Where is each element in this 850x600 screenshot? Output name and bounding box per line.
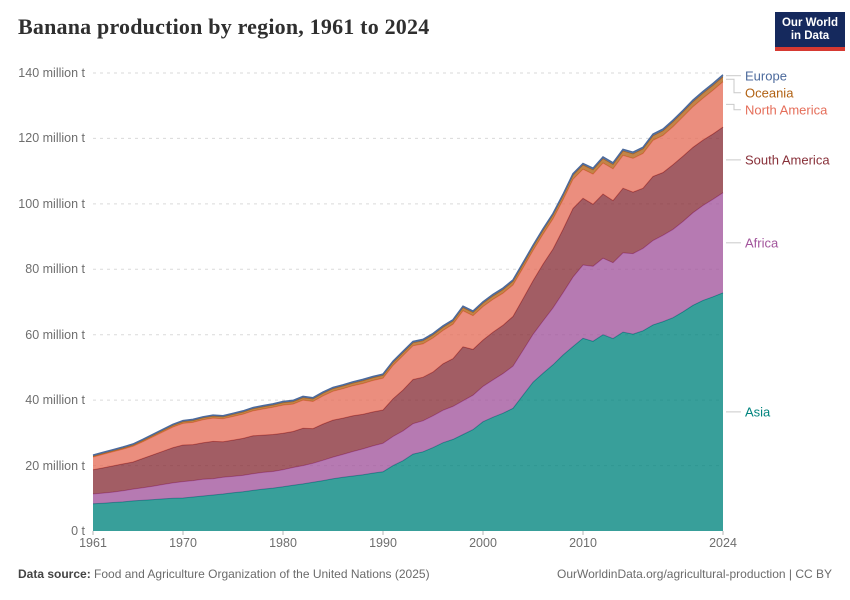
owid-logo-line1: Our World — [781, 17, 838, 29]
x-axis-label-1990: 1990 — [369, 536, 397, 550]
legend-label-asia[interactable]: Asia — [745, 404, 771, 420]
boundary-europe — [92, 74, 724, 456]
x-axis-label-2010: 2010 — [569, 536, 597, 550]
y-axis-label-0: 0 t — [71, 524, 85, 538]
y-axis-label-100: 100 million t — [18, 196, 85, 211]
legend-connector-oceania — [726, 78, 741, 94]
area-south-america[interactable] — [93, 127, 723, 494]
x-axis-label-1970: 1970 — [169, 536, 197, 550]
y-axis-label-60: 60 million t — [25, 327, 85, 342]
legend-label-oceania[interactable]: Oceania — [745, 85, 794, 101]
area-africa[interactable] — [93, 192, 723, 504]
legend-label-europe[interactable]: Europe — [745, 68, 787, 84]
data-source-note: Data source: Food and Agriculture Organi… — [18, 567, 430, 581]
owid-logo-line2: in Data — [790, 30, 830, 42]
y-axis-label-20: 20 million t — [25, 458, 85, 473]
x-axis-label-1961: 1961 — [79, 536, 107, 550]
y-axis-label-120: 120 million t — [18, 131, 85, 146]
y-axis-label-140: 140 million t — [18, 66, 85, 80]
legend-label-south-america[interactable]: South America — [745, 152, 830, 168]
legend-label-north-america[interactable]: North America — [745, 102, 828, 118]
legend-connector-north-america — [726, 103, 741, 111]
x-axis-label-1980: 1980 — [269, 536, 297, 550]
data-source-label: Data source: — [18, 567, 91, 581]
y-axis-label-40: 40 million t — [25, 393, 85, 408]
area-asia[interactable] — [93, 292, 723, 531]
attribution-link[interactable]: OurWorldinData.org/agricultural-producti… — [556, 567, 832, 581]
x-axis-label-2000: 2000 — [469, 536, 497, 550]
chart-footer: Data source: Food and Agriculture Organi… — [18, 567, 832, 581]
y-axis-label-80: 80 million t — [25, 262, 85, 277]
owid-logo: Our World in Data — [775, 12, 845, 51]
x-axis-label-2024: 2024 — [709, 536, 737, 550]
legend-label-africa[interactable]: Africa — [745, 235, 779, 251]
chart-title: Banana production by region, 1961 to 202… — [18, 14, 430, 39]
data-source-text: Food and Agriculture Organization of the… — [90, 567, 430, 581]
